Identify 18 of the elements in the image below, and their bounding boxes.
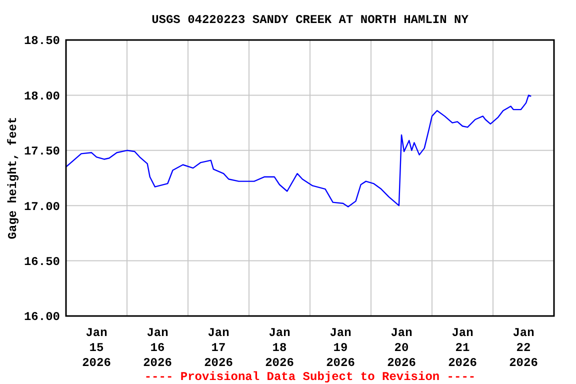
x-tick-label: Jan 16 2026: [143, 326, 172, 370]
x-tick-label: Jan 19 2026: [326, 326, 355, 370]
chart-title: USGS 04220223 SANDY CREEK AT NORTH HAMLIN NY: [152, 13, 470, 27]
x-tick-label: Jan 22 2026: [509, 326, 538, 370]
x-tick-label: Jan 17 2026: [204, 326, 233, 370]
line-series: [65, 94, 532, 208]
x-tick-label: Jan 21 2026: [448, 326, 477, 370]
y-tick-label: 16.50: [24, 255, 60, 269]
x-tick-label: Jan 20 2026: [387, 326, 416, 370]
y-tick-label: 16.00: [24, 310, 60, 324]
y-tick-label: 17.50: [24, 144, 60, 159]
y-tick-label: 17.00: [24, 200, 60, 214]
y-tick-label: 18.50: [24, 34, 60, 48]
text: ---- Provisional Data Subject to Revision ----: [144, 370, 476, 384]
x-tick-label: Jan 18 2026: [265, 326, 294, 370]
y-axis-title: Gage height, feet: [6, 116, 20, 240]
x-tick-label: Jan 15 2026: [82, 326, 111, 370]
y-tick-label: 18.00: [24, 89, 60, 104]
